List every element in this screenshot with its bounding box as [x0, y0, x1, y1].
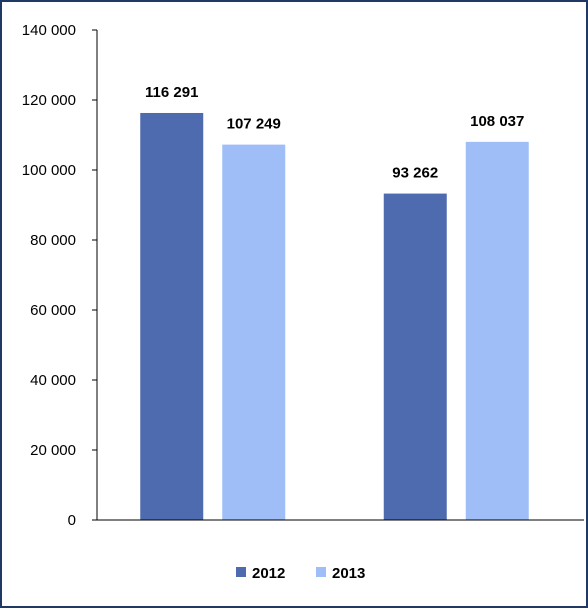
legend-label-2012: 2012 [252, 565, 285, 582]
data-label-2012: 93 262 [392, 165, 438, 182]
bar-2013 [222, 144, 286, 521]
y-axis-ticks: 0 20 000 40 000 60 000 80 000 100 000 120 000 1… [22, 22, 97, 529]
legend-swatch-2013 [316, 567, 326, 577]
y-tick-label: 120 000 [22, 92, 76, 109]
legend: 2012 2013 [236, 565, 365, 582]
bar-2013 [465, 141, 529, 521]
y-tick-label: 40 000 [30, 372, 76, 389]
bars [140, 112, 529, 521]
legend-swatch-2012 [236, 567, 246, 577]
y-tick-label: 140 000 [22, 22, 76, 39]
bar-2012 [383, 193, 447, 520]
data-labels: 116 291 107 249 93 262 108 037 [145, 84, 524, 182]
y-tick-label: 80 000 [30, 232, 76, 249]
y-tick-label: 20 000 [30, 442, 76, 459]
data-label-2012: 116 291 [145, 84, 198, 101]
legend-label-2013: 2013 [332, 565, 365, 582]
data-label-2013: 107 249 [227, 116, 281, 133]
y-tick-label: 0 [68, 512, 76, 529]
y-tick-label: 100 000 [22, 162, 76, 179]
y-tick-label: 60 000 [30, 302, 76, 319]
bar-2012 [140, 112, 204, 520]
data-label-2013: 108 037 [470, 113, 524, 130]
